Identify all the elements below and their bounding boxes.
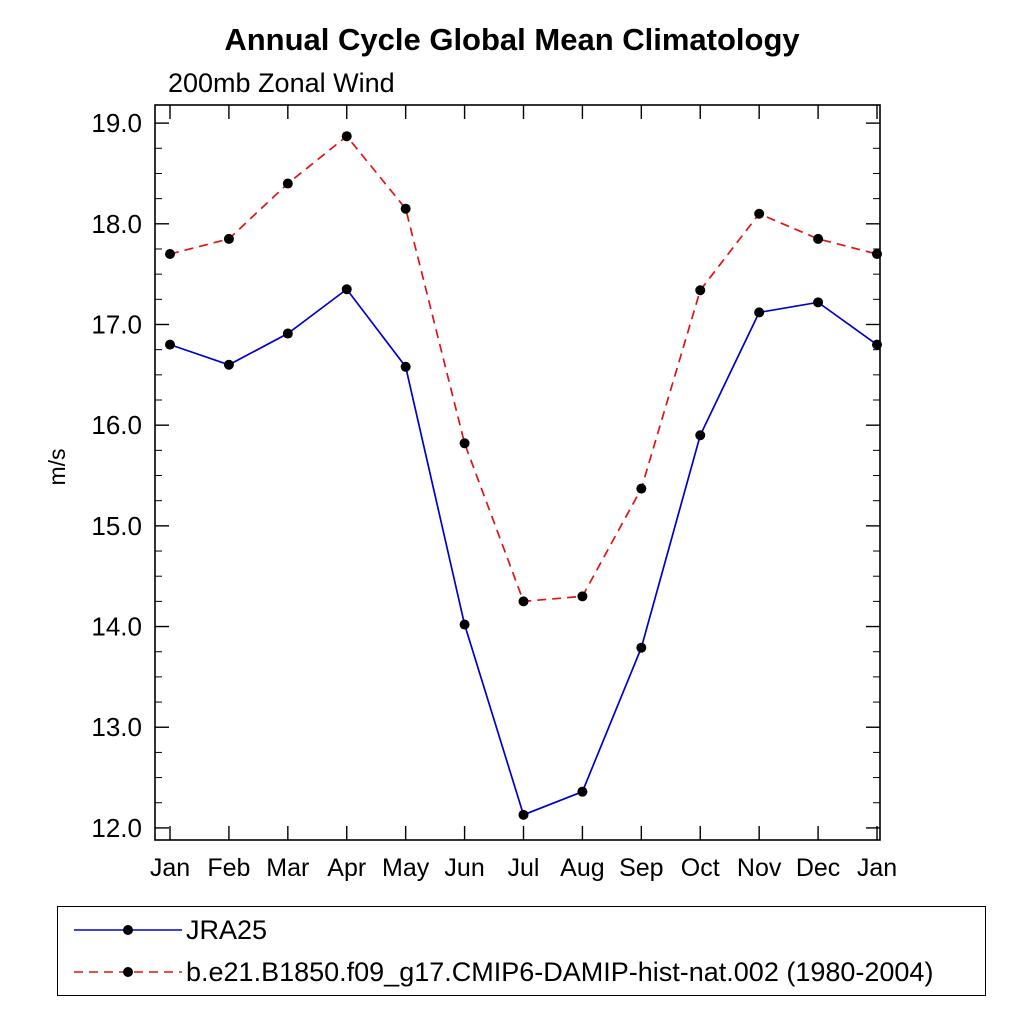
data-point-marker xyxy=(518,809,529,820)
data-point-marker xyxy=(636,483,647,494)
legend-label: JRA25 xyxy=(186,914,268,945)
y-tick-label: 14.0 xyxy=(91,612,142,642)
y-tick-label: 17.0 xyxy=(91,309,142,339)
data-point-marker xyxy=(223,359,234,370)
data-point-marker xyxy=(577,786,588,797)
y-tick-label: 18.0 xyxy=(91,209,142,239)
legend-item: JRA25 xyxy=(58,911,985,949)
data-point-marker xyxy=(754,307,765,318)
plot-frame xyxy=(154,104,881,841)
data-point-marker xyxy=(165,339,175,350)
x-tick-label: Mar xyxy=(266,854,309,882)
data-point-marker xyxy=(341,284,352,295)
legend-sample-graphic xyxy=(74,967,182,977)
x-tick-label: Jun xyxy=(444,854,484,882)
x-tick-label: Jan xyxy=(857,854,897,882)
x-tick-label: Feb xyxy=(207,854,250,882)
legend-sample-graphic xyxy=(74,925,182,935)
chart-subtitle: 200mb Zonal Wind xyxy=(168,68,395,98)
x-tick-label: Dec xyxy=(796,854,840,882)
legend-label: b.e21.B1850.f09_g17.CMIP6-DAMIP-hist-nat… xyxy=(186,956,934,987)
legend-box: JRA25 b.e21.B1850.f09_g17.CMIP6-DAMIP-hi… xyxy=(57,906,986,996)
y-tick-label: 16.0 xyxy=(91,410,142,440)
data-point-marker xyxy=(872,339,882,350)
data-point-marker xyxy=(282,328,293,339)
data-point-marker xyxy=(400,203,411,214)
data-point-marker xyxy=(813,233,824,244)
x-tick-label: Jan xyxy=(150,854,190,882)
legend-item: b.e21.B1850.f09_g17.CMIP6-DAMIP-hist-nat… xyxy=(58,953,985,991)
data-point-marker xyxy=(518,596,529,607)
x-tick-label: May xyxy=(382,854,430,882)
data-point-marker xyxy=(459,438,470,449)
series-line-dashed xyxy=(169,135,878,603)
data-point-marker xyxy=(872,249,882,260)
data-point-marker xyxy=(282,178,293,189)
data-point-marker xyxy=(695,430,706,441)
data-point-marker xyxy=(695,285,706,296)
chart-title: Annual Cycle Global Mean Climatology xyxy=(224,22,800,57)
legend-marker-dot-icon xyxy=(123,925,133,935)
x-tick-label: Nov xyxy=(737,854,782,882)
x-tick-label: Sep xyxy=(619,854,663,882)
x-tick-label: Aug xyxy=(560,854,604,882)
data-point-marker xyxy=(341,131,352,142)
x-tick-label: Apr xyxy=(327,854,366,882)
data-point-marker xyxy=(400,361,411,372)
data-point-marker xyxy=(813,297,824,308)
data-point-marker xyxy=(165,249,175,260)
y-tick-label: 12.0 xyxy=(91,813,142,843)
y-tick-label: 19.0 xyxy=(91,108,142,138)
series-line-solid xyxy=(169,288,878,816)
x-tick-label: Oct xyxy=(681,854,720,882)
data-point-marker xyxy=(754,208,765,219)
data-point-marker xyxy=(223,233,234,244)
data-point-marker xyxy=(577,591,588,602)
y-tick-label: 13.0 xyxy=(91,712,142,742)
x-tick-label: Jul xyxy=(508,854,540,882)
data-point-marker xyxy=(459,619,470,630)
legend-marker-dot-icon xyxy=(123,967,133,977)
data-point-marker xyxy=(636,642,647,653)
y-tick-label: 15.0 xyxy=(91,511,142,541)
